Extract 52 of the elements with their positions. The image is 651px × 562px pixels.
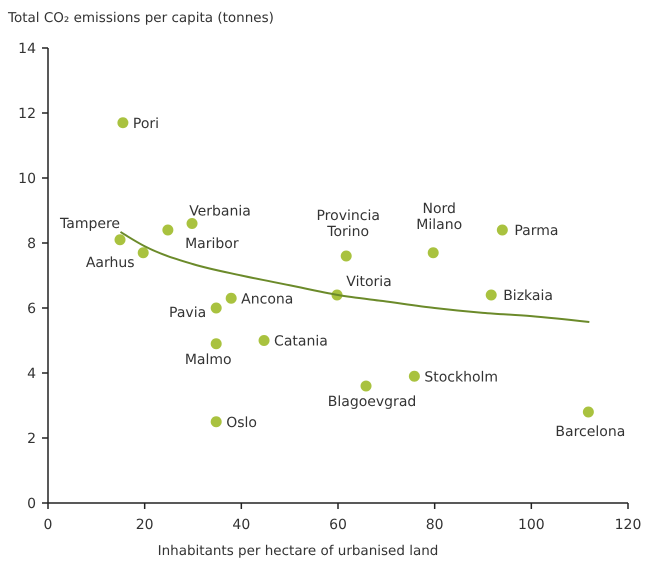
- annotation: Verbania: [189, 204, 251, 220]
- x-tick-label: 20: [136, 517, 154, 533]
- annotation: Provincia Torino: [316, 208, 380, 240]
- annotation: Blagoevgrad: [328, 394, 416, 410]
- chart-title: Total CO₂ emissions per capita (tonnes): [7, 10, 274, 26]
- x-tick-label: 0: [44, 517, 52, 533]
- point: [582, 406, 594, 418]
- point: [408, 370, 420, 382]
- point: [186, 218, 198, 229]
- point: [117, 117, 128, 128]
- annotation: Barcelona: [555, 424, 626, 440]
- x-tick-label: 80: [426, 517, 444, 533]
- annotation: Pori: [132, 116, 160, 132]
- point: [486, 290, 497, 300]
- point: [210, 338, 222, 350]
- point: [496, 224, 508, 236]
- annotation: Malmo: [184, 352, 232, 368]
- point: [428, 247, 439, 258]
- y-tick-label: 10: [18, 171, 36, 187]
- y-tick-label: 14: [18, 41, 36, 57]
- x-tick-label: 60: [329, 517, 347, 533]
- y-tick-label: 6: [27, 301, 36, 317]
- annotation: Nord Milano: [416, 200, 462, 233]
- point: [258, 335, 270, 346]
- x-axis-title: Inhabitants per hectare of urbanised land: [158, 543, 438, 559]
- x-tick-label: 100: [518, 517, 545, 533]
- point: [340, 250, 352, 262]
- annotation: Ancona: [241, 291, 294, 308]
- y-tick-label: 2: [27, 431, 36, 447]
- point: [210, 416, 222, 428]
- annotation: Maribor: [185, 236, 239, 252]
- x-tick-label: 40: [232, 517, 250, 533]
- annotation: Tampere: [59, 216, 120, 232]
- annotation: Vitoria: [346, 274, 392, 290]
- y-tick-label: 4: [27, 366, 36, 382]
- annotation: Oslo: [226, 414, 257, 431]
- point: [138, 247, 149, 258]
- annotation: Aarhus: [86, 254, 135, 271]
- x-tick-label: 120: [614, 517, 642, 533]
- y-tick-label: 0: [27, 496, 36, 512]
- annotation: Pavia: [169, 305, 206, 321]
- point: [360, 380, 372, 392]
- annotation: Catania: [274, 334, 328, 350]
- point: [210, 302, 222, 314]
- annotation: Parma: [514, 223, 558, 239]
- annotation: Stockholm: [424, 369, 498, 386]
- point: [114, 234, 126, 246]
- y-tick-label: 8: [27, 236, 36, 252]
- point: [226, 292, 237, 304]
- y-tick-label: 12: [18, 106, 36, 122]
- point: [162, 224, 174, 236]
- annotation: Bizkaia: [503, 288, 553, 304]
